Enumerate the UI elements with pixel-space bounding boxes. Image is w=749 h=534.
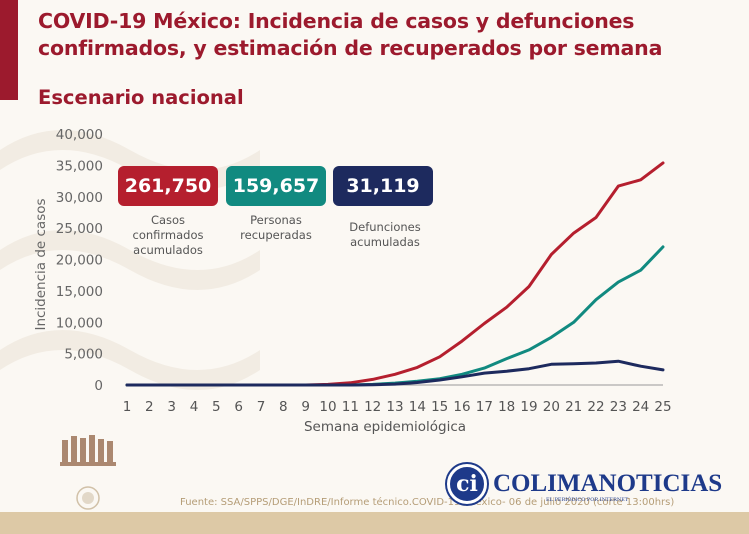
x-tick-label: 13 (386, 399, 403, 415)
x-tick-label: 6 (234, 399, 243, 415)
kpi-recovered: 159,657 (226, 166, 326, 206)
kpi-label-line: recuperadas (240, 228, 312, 242)
brand-name: COLIMANOTICIAS (493, 470, 723, 497)
x-tick-label: 1 (123, 399, 132, 415)
y-tick-label: 30,000 (56, 190, 103, 206)
kpi-label-line: Casos (150, 213, 186, 227)
y-tick-label: 15,000 (56, 284, 103, 300)
kpi-label-line: acumuladas (350, 235, 420, 249)
x-tick-label: 18 (498, 399, 515, 415)
x-tick-label: 10 (319, 399, 336, 415)
kpi-recovered-label: Personas recuperadas (224, 213, 328, 243)
x-tick-label: 21 (565, 399, 582, 415)
x-tick-label: 19 (520, 399, 537, 415)
kpi-label-line: Defunciones (349, 220, 421, 234)
x-tick-label: 2 (145, 399, 154, 415)
series-line-2 (125, 359, 665, 387)
x-tick-label: 15 (431, 399, 448, 415)
kpi-confirmed-cases: 261,750 (118, 166, 218, 206)
x-axis-label: Semana epidemiológica (304, 419, 466, 435)
x-tick-label: 11 (342, 399, 359, 415)
x-tick-label: 16 (453, 399, 470, 415)
x-tick-label: 20 (543, 399, 560, 415)
x-tick-label: 3 (167, 399, 176, 415)
x-tick-label: 8 (279, 399, 288, 415)
y-tick-label: 35,000 (56, 158, 103, 174)
y-axis-label: Incidencia de casos (33, 198, 49, 330)
x-tick-label: 4 (190, 399, 199, 415)
brand-icon: ci (447, 464, 487, 504)
brand-logo: ci COLIMANOTICIAS (447, 462, 722, 506)
x-tick-label: 25 (654, 399, 671, 415)
page-subtitle: Escenario nacional (38, 86, 244, 109)
y-tick-label: 25,000 (56, 221, 103, 237)
accent-bar (0, 0, 18, 100)
brand-tagline: EL PERIÓDICO POR INTERNET (546, 497, 629, 503)
kpi-deaths-label: Defunciones acumuladas (333, 220, 437, 250)
x-tick-label: 17 (476, 399, 493, 415)
source-note: Fuente: SSA/SPPS/DGE/InDRE/Informe técni… (180, 497, 675, 508)
x-tick-label: 9 (301, 399, 310, 415)
x-tick-label: 22 (587, 399, 604, 415)
y-tick-label: 5,000 (64, 347, 103, 363)
kpi-deaths-value: 31,119 (346, 175, 420, 197)
title-line-1: COVID-19 México: Incidencia de casos y d… (38, 9, 635, 33)
title-line-2: confirmados, y estimación de recuperados… (38, 36, 663, 60)
y-tick-label: 20,000 (56, 253, 103, 269)
x-tick-label: 23 (610, 399, 627, 415)
footer-bar (0, 512, 749, 534)
kpi-confirmed-value: 261,750 (124, 175, 212, 197)
kpi-confirmed-label: Casos confirmados acumulados (118, 213, 218, 258)
kpi-recovered-value: 159,657 (232, 175, 320, 197)
x-tick-label: 12 (364, 399, 381, 415)
y-tick-label: 0 (94, 378, 103, 394)
x-tick-label: 5 (212, 399, 221, 415)
government-logo (60, 435, 116, 510)
kpi-label-line: Personas (250, 213, 302, 227)
kpi-deaths: 31,119 (333, 166, 433, 206)
x-tick-label: 24 (632, 399, 649, 415)
kpi-label-line: acumulados (133, 243, 203, 257)
x-tick-label: 7 (257, 399, 266, 415)
x-tick-label: 14 (409, 399, 426, 415)
y-tick-label: 10,000 (56, 315, 103, 331)
page-title: COVID-19 México: Incidencia de casos y d… (38, 8, 738, 62)
kpi-label-line: confirmados (132, 228, 204, 242)
y-tick-label: 40,000 (56, 127, 103, 143)
